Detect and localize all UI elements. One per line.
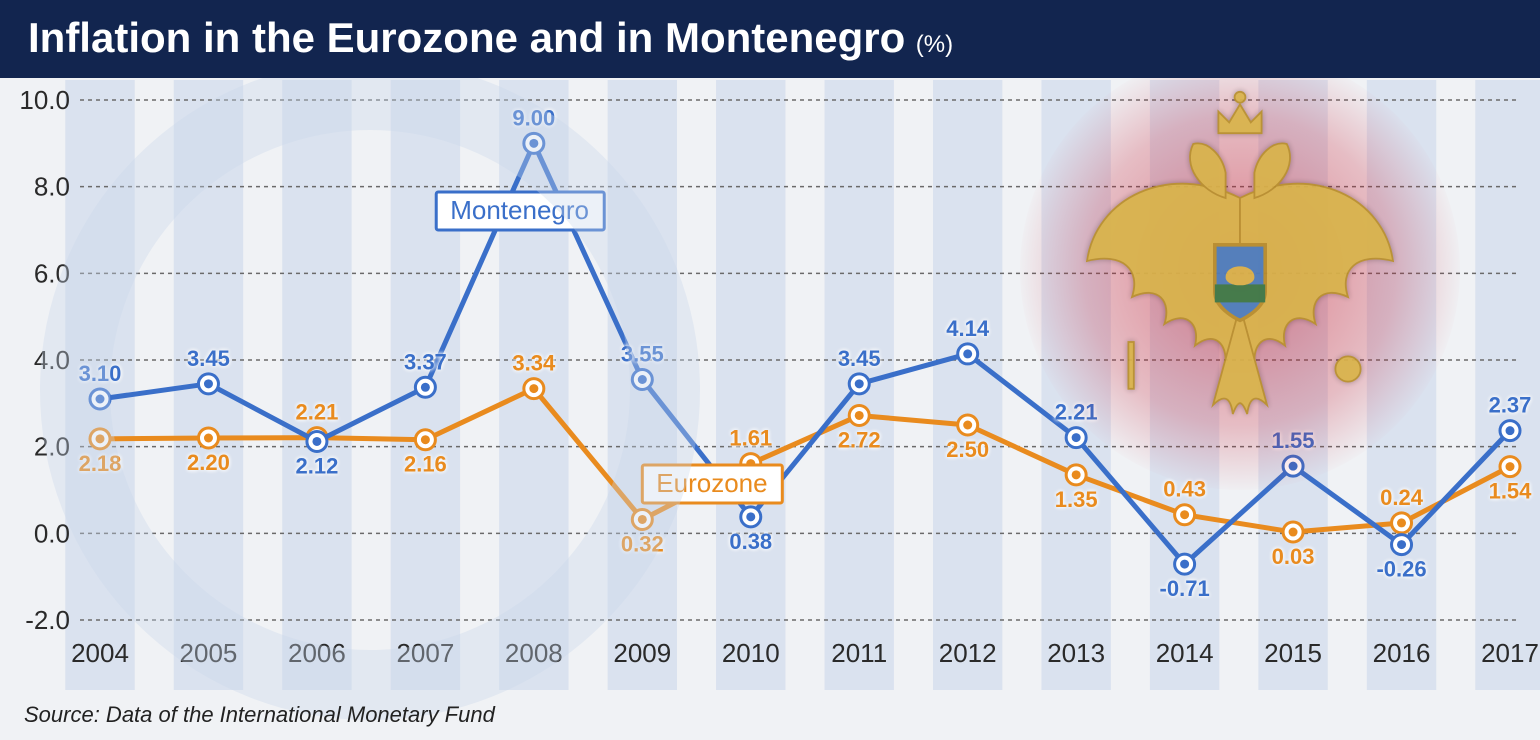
data-label: 3.45 bbox=[838, 346, 881, 371]
y-tick-label: -2.0 bbox=[25, 605, 70, 635]
data-label: 1.55 bbox=[1272, 428, 1315, 453]
source-text: Source: Data of the International Moneta… bbox=[24, 702, 495, 728]
data-label: 2.21 bbox=[296, 400, 339, 425]
data-label: 0.32 bbox=[621, 531, 664, 556]
x-tick-label: 2008 bbox=[505, 638, 563, 668]
x-tick-label: 2014 bbox=[1156, 638, 1214, 668]
series-label-eurozone: Eurozone bbox=[642, 465, 782, 503]
data-label: 2.20 bbox=[187, 450, 230, 475]
data-label: 0.43 bbox=[1163, 477, 1206, 502]
data-label: 1.61 bbox=[729, 426, 772, 451]
y-tick-label: 6.0 bbox=[34, 258, 70, 288]
x-tick-label: 2012 bbox=[939, 638, 997, 668]
y-tick-label: 0.0 bbox=[34, 518, 70, 548]
svg-text:Montenegro: Montenegro bbox=[450, 195, 589, 225]
data-label: 3.10 bbox=[79, 361, 122, 386]
data-label: 9.00 bbox=[512, 105, 555, 130]
data-label: 3.34 bbox=[512, 351, 556, 376]
x-tick-label: 2015 bbox=[1264, 638, 1322, 668]
data-label: 2.72 bbox=[838, 427, 881, 452]
data-label: 0.03 bbox=[1272, 544, 1315, 569]
chart-title: Inflation in the Eurozone and in Montene… bbox=[28, 14, 905, 61]
x-tick-label: 2007 bbox=[396, 638, 454, 668]
data-label: 3.45 bbox=[187, 346, 230, 371]
data-label: -0.26 bbox=[1376, 557, 1426, 582]
data-label: 0.38 bbox=[729, 529, 772, 554]
y-tick-label: 2.0 bbox=[34, 432, 70, 462]
x-tick-label: 2017 bbox=[1481, 638, 1539, 668]
data-label: 2.12 bbox=[296, 453, 339, 478]
infographic-container: Inflation in the Eurozone and in Montene… bbox=[0, 0, 1540, 740]
data-label: 0.24 bbox=[1380, 485, 1424, 510]
data-label: 2.37 bbox=[1489, 393, 1532, 418]
x-tick-label: 2006 bbox=[288, 638, 346, 668]
data-label: 1.54 bbox=[1489, 479, 1533, 504]
data-label: 2.50 bbox=[946, 437, 989, 462]
x-tick-label: 2010 bbox=[722, 638, 780, 668]
y-tick-label: 8.0 bbox=[34, 172, 70, 202]
chart-area: -2.00.02.04.06.08.010.020042005200620072… bbox=[0, 80, 1540, 690]
x-axis: 2004 2005 2006 2007 2008 2009 2010 2011 2012 2013… bbox=[71, 638, 1539, 668]
series-label-montenegro: Montenegro bbox=[436, 192, 604, 230]
data-label: 2.21 bbox=[1055, 400, 1098, 425]
data-label: 2.16 bbox=[404, 452, 447, 477]
x-tick-label: 2004 bbox=[71, 638, 129, 668]
x-tick-label: 2013 bbox=[1047, 638, 1105, 668]
x-tick-label: 2005 bbox=[180, 638, 238, 668]
header-bar: Inflation in the Eurozone and in Montene… bbox=[0, 0, 1540, 78]
chart-unit: (%) bbox=[916, 31, 953, 58]
data-label: 3.37 bbox=[404, 349, 447, 374]
data-label: 4.14 bbox=[946, 316, 990, 341]
y-tick-label: 10.0 bbox=[19, 85, 70, 115]
y-tick-label: 4.0 bbox=[34, 345, 70, 375]
line-chart: -2.00.02.04.06.08.010.020042005200620072… bbox=[0, 80, 1540, 690]
data-label: 2.18 bbox=[79, 451, 122, 476]
svg-text:Eurozone: Eurozone bbox=[656, 468, 767, 498]
data-label: 3.55 bbox=[621, 342, 664, 367]
x-tick-label: 2009 bbox=[613, 638, 671, 668]
x-tick-label: 2016 bbox=[1373, 638, 1431, 668]
data-label: -0.71 bbox=[1160, 576, 1210, 601]
data-label: 1.35 bbox=[1055, 487, 1098, 512]
background-bands bbox=[65, 80, 1540, 690]
x-tick-label: 2011 bbox=[831, 638, 887, 668]
